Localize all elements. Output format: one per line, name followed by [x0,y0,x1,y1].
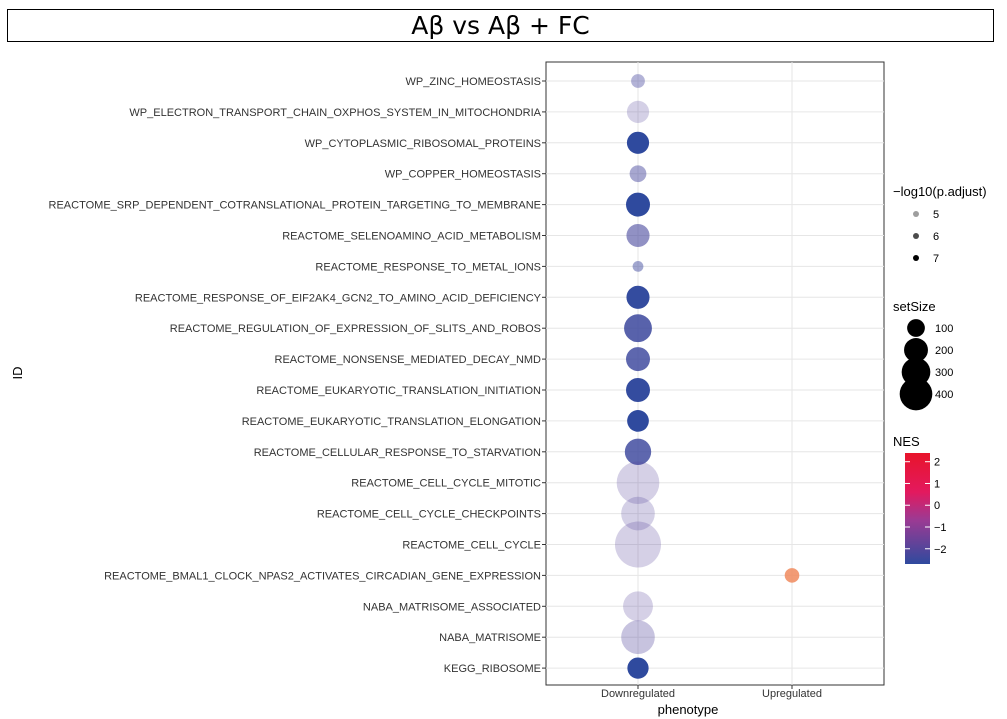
nes-colorbar [905,453,930,564]
nes-tick-label: 1 [934,478,940,490]
x-tick-label: Downregulated [601,688,675,700]
legend-padj-key [913,233,919,239]
chart-title: Aβ vs Aβ + FC [411,11,590,40]
y-tick-label: WP_ELECTRON_TRANSPORT_CHAIN_OXPHOS_SYSTE… [129,107,541,119]
y-tick-label: REACTOME_RESPONSE_OF_EIF2AK4_GCN2_TO_AMI… [135,292,542,304]
y-tick-label: REACTOME_EUKARYOTIC_TRANSLATION_INITIATI… [256,385,541,397]
data-point [784,568,800,583]
data-point [621,620,655,654]
legend-padj-key [913,211,919,217]
x-tick-label: Upregulated [762,688,822,700]
legend-setsize-key [904,338,928,362]
data-point [627,410,649,432]
nes-tick-label: 0 [934,500,940,512]
data-point [627,657,649,679]
plot-panel [545,61,885,686]
legend-padj: −log10(p.adjust) 5 6 7 [893,184,987,265]
data-point [614,521,662,568]
nes-tick-label: −2 [934,544,947,556]
data-point [631,74,645,88]
legend-setsize-label: 100 [935,323,953,335]
y-tick-label: NABA_MATRISOME [439,632,541,644]
y-category-labels: WP_ZINC_HOMEOSTASIS WP_ELECTRON_TRANSPORT… [49,76,546,675]
data-point [626,378,650,402]
data-point [623,591,653,622]
data-point [629,165,647,183]
data-point [626,347,650,372]
x-axis-title: phenotype [658,702,719,717]
legend-padj-label: 7 [933,253,939,265]
legend-setsize-label: 300 [935,367,953,379]
legend-nes: NES 2 1 0 −1 −2 [893,434,947,564]
data-point [626,100,650,123]
panel-border [545,61,885,686]
y-tick-label: KEGG_RIBOSOME [444,663,541,675]
legend-padj-label: 5 [933,209,939,221]
data-point [626,192,650,217]
nes-tick-label: 2 [934,457,940,469]
data-point [624,314,652,343]
y-tick-label: REACTOME_SRP_DEPENDENT_COTRANSLATIONAL_P… [49,200,541,212]
y-tick-label: REACTOME_CELL_CYCLE_CHECKPOINTS [317,509,541,521]
y-tick-label: REACTOME_CELL_CYCLE_MITOTIC [351,478,541,490]
legend-setsize-key [901,357,931,387]
legend-padj-key [913,255,919,261]
y-tick-label: REACTOME_CELL_CYCLE [402,540,541,552]
data-point [624,438,652,465]
legend-padj-title: −log10(p.adjust) [893,184,987,199]
y-axis-title: ID [10,367,25,380]
legend-setsize-key [907,319,925,337]
nes-tick-label: −1 [934,522,947,534]
legend-padj-label: 6 [933,231,939,243]
y-tick-label: REACTOME_REGULATION_OF_EXPRESSION_OF_SLI… [170,323,541,335]
data-point [626,131,650,154]
data-point [616,461,660,505]
y-tick-label: REACTOME_CELLULAR_RESPONSE_TO_STARVATION [254,447,541,459]
y-tick-label: WP_ZINC_HOMEOSTASIS [406,76,541,88]
legend-setsize-title: setSize [893,299,936,314]
y-tick-label: WP_CYTOPLASMIC_RIBOSOMAL_PROTEINS [305,138,541,150]
y-tick-label: NABA_MATRISOME_ASSOCIATED [363,601,541,613]
y-tick-label: REACTOME_RESPONSE_TO_METAL_IONS [315,261,541,273]
y-tick-label: WP_COPPER_HOMEOSTASIS [385,169,541,181]
data-point [621,496,655,531]
y-tick-label: REACTOME_EUKARYOTIC_TRANSLATION_ELONGATI… [242,416,541,428]
title-box: Aβ vs Aβ + FC [7,9,994,42]
legend-setsize-label: 400 [935,389,953,401]
x-tick-labels: Downregulated Upregulated [601,685,822,700]
legend-setsize-label: 200 [935,345,953,357]
y-tick-label: REACTOME_BMAL1_CLOCK_NPAS2_ACTIVATES_CIR… [104,570,541,582]
y-tick-label: REACTOME_NONSENSE_MEDIATED_DECAY_NMD [275,354,542,366]
data-point [626,285,650,309]
legend-nes-title: NES [893,434,920,449]
data-point [632,261,644,272]
legend-setsize-key [899,377,933,411]
data-points [614,74,800,679]
y-tick-label: REACTOME_SELENOAMINO_ACID_METABOLISM [282,231,541,243]
legend-setsize: setSize 100 200 300 400 [893,299,953,411]
data-point [626,223,650,248]
